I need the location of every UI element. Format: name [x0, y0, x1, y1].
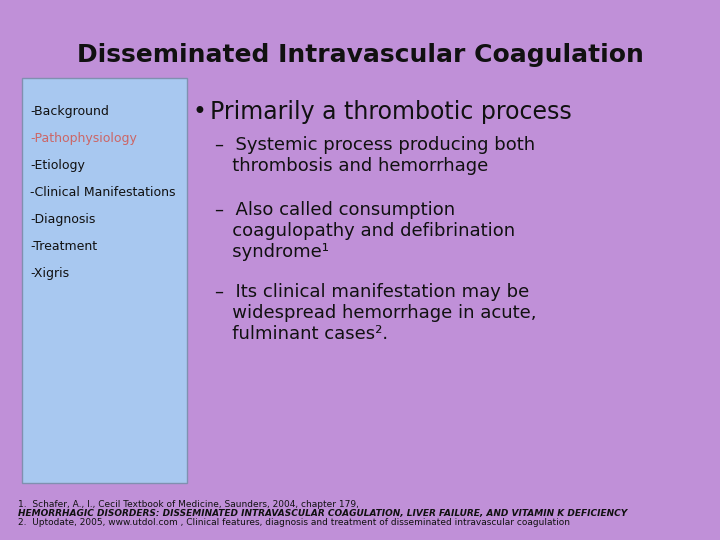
- Text: 1.  Schafer, A., I., Cecil Textbook of Medicine, Saunders, 2004, chapter 179,: 1. Schafer, A., I., Cecil Textbook of Me…: [18, 500, 359, 509]
- Text: -Pathophysiology: -Pathophysiology: [30, 132, 137, 145]
- Text: HEMORRHAGIC DISORDERS: DISSEMINATED INTRAVASCULAR COAGULATION, LIVER FAILURE, AN: HEMORRHAGIC DISORDERS: DISSEMINATED INTR…: [18, 509, 627, 518]
- Text: •: •: [193, 100, 207, 124]
- Text: -Diagnosis: -Diagnosis: [30, 213, 95, 226]
- Text: –  Its clinical manifestation may be
   widespread hemorrhage in acute,
   fulmi: – Its clinical manifestation may be wide…: [215, 283, 536, 342]
- Text: Disseminated Intravascular Coagulation: Disseminated Intravascular Coagulation: [76, 43, 644, 67]
- Text: -Treatment: -Treatment: [30, 240, 97, 253]
- Text: –  Also called consumption
   coagulopathy and defibrination
   syndrome¹: – Also called consumption coagulopathy a…: [215, 201, 515, 261]
- Text: –  Systemic process producing both
   thrombosis and hemorrhage: – Systemic process producing both thromb…: [215, 136, 535, 175]
- Text: -Background: -Background: [30, 105, 109, 118]
- Text: Primarily a thrombotic process: Primarily a thrombotic process: [210, 100, 572, 124]
- Text: 2.  Uptodate, 2005, www.utdol.com , Clinical features, diagnosis and treatment o: 2. Uptodate, 2005, www.utdol.com , Clini…: [18, 518, 570, 527]
- Text: -Clinical Manifestations: -Clinical Manifestations: [30, 186, 176, 199]
- FancyBboxPatch shape: [22, 78, 187, 483]
- Text: -Xigris: -Xigris: [30, 267, 69, 280]
- Text: -Etiology: -Etiology: [30, 159, 85, 172]
